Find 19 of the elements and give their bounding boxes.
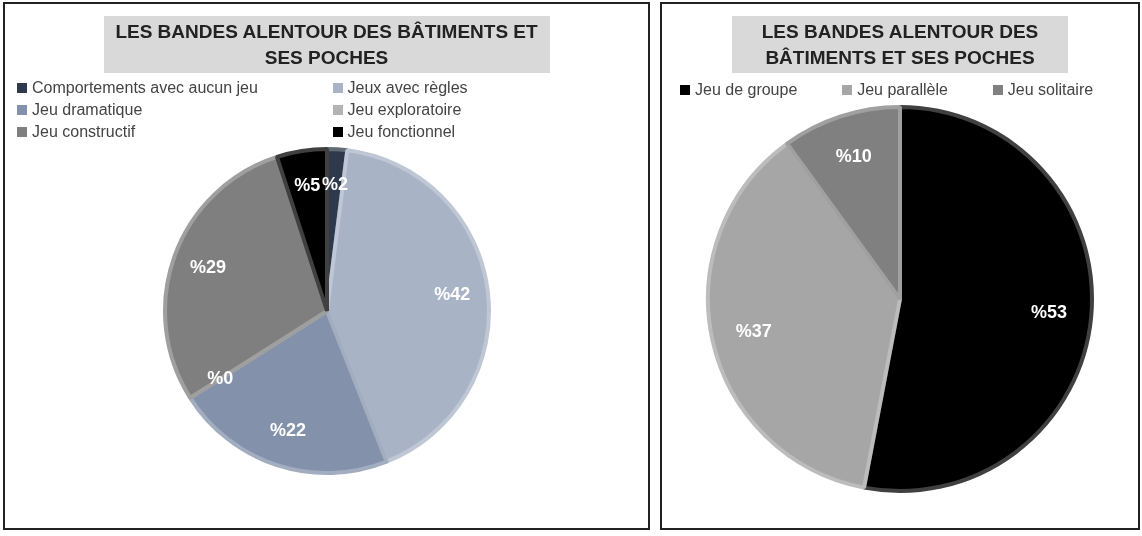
chart-title: LES BANDES ALENTOUR DES BÂTIMENTS ET SES POCHES <box>732 16 1068 74</box>
data-label: %42 <box>433 284 470 305</box>
chart-title: LES BANDES ALENTOUR DES BÂTIMENTS ET SES POCHES <box>103 16 550 74</box>
legend-label: Jeu parallèle <box>856 81 949 100</box>
legend-label: Jeu solitaire <box>1006 81 1095 100</box>
data-label: %53 <box>1031 302 1068 323</box>
legend-label: Jeu constructif <box>31 123 137 142</box>
data-label: %10 <box>835 145 872 166</box>
legend-label: Jeu de groupe <box>694 81 799 100</box>
legend-label: Comportements avec aucun jeu <box>31 79 259 98</box>
data-label: %22 <box>269 420 306 441</box>
legend-label: Jeu fonctionnel <box>346 123 457 142</box>
data-label: %29 <box>189 257 226 278</box>
legend-label: Jeu exploratoire <box>346 101 463 120</box>
data-label: %5 <box>293 175 320 196</box>
data-label: %37 <box>735 320 772 341</box>
legend-label: Jeux avec règles <box>346 79 469 98</box>
legend-label: Jeu dramatique <box>31 101 144 120</box>
text: %0 <box>206 367 233 388</box>
